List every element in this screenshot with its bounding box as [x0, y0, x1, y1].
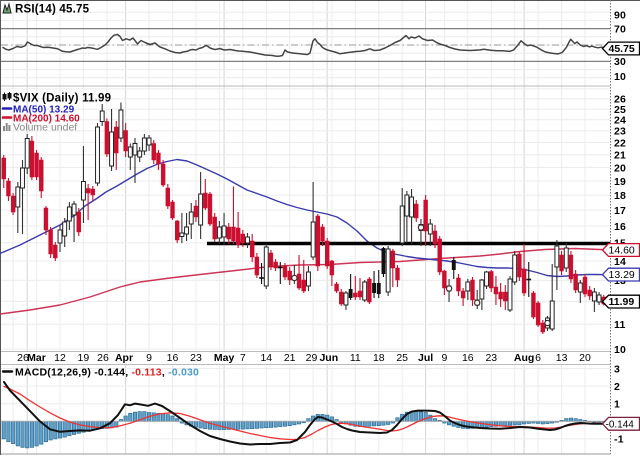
svg-text:12: 12 [54, 352, 66, 364]
svg-text:25: 25 [396, 352, 408, 364]
svg-text:70: 70 [614, 23, 626, 35]
svg-text:May: May [214, 352, 235, 364]
svg-text:10: 10 [614, 71, 626, 83]
svg-text:19: 19 [614, 176, 626, 188]
svg-text:30: 30 [614, 56, 626, 68]
svg-text:6: 6 [535, 352, 541, 364]
svg-text:18: 18 [373, 352, 385, 364]
svg-text:21: 21 [614, 150, 626, 162]
svg-text:-0.144: -0.144 [606, 419, 635, 430]
svg-text:Mar: Mar [27, 352, 46, 364]
svg-text:7: 7 [240, 352, 246, 364]
svg-text:17: 17 [614, 205, 626, 217]
svg-text:RSI(14) 45.75: RSI(14) 45.75 [15, 4, 90, 16]
svg-text:23: 23 [614, 126, 626, 138]
svg-text:11: 11 [614, 319, 626, 331]
svg-text:1: 1 [614, 399, 620, 411]
svg-text:20: 20 [579, 352, 591, 364]
svg-text:-1: -1 [614, 434, 624, 446]
svg-text:9: 9 [441, 352, 447, 364]
svg-text:45.75: 45.75 [609, 43, 635, 55]
svg-text:Jun: Jun [319, 352, 338, 364]
svg-text:14: 14 [614, 256, 626, 268]
svg-text:Jul: Jul [418, 352, 433, 364]
svg-text:13.29: 13.29 [609, 269, 635, 281]
svg-text:29: 29 [306, 352, 318, 364]
svg-text:11.99: 11.99 [609, 296, 635, 308]
svg-text:14: 14 [260, 352, 272, 364]
svg-text:Aug: Aug [514, 352, 534, 364]
svg-text:10: 10 [614, 344, 626, 356]
svg-text:18: 18 [614, 190, 626, 202]
svg-text:90: 90 [614, 10, 626, 22]
svg-text:16: 16 [462, 352, 474, 364]
svg-text:24: 24 [614, 115, 626, 127]
svg-text:21: 21 [284, 352, 296, 364]
svg-text:$VIX (Daily) 11.99: $VIX (Daily) 11.99 [13, 93, 111, 105]
svg-text:23: 23 [485, 352, 497, 364]
svg-text:26: 26 [97, 352, 109, 364]
svg-text:14.60: 14.60 [609, 245, 635, 257]
svg-text:13: 13 [556, 352, 568, 364]
svg-text:23: 23 [190, 352, 202, 364]
svg-text:Apr: Apr [115, 352, 133, 364]
svg-text:Volume undef: Volume undef [13, 122, 77, 134]
svg-text:19: 19 [78, 352, 90, 364]
svg-text:11: 11 [350, 352, 361, 364]
svg-text:20: 20 [614, 162, 626, 174]
svg-text:9: 9 [146, 352, 152, 364]
svg-text:2: 2 [614, 381, 620, 393]
svg-text:22: 22 [614, 137, 626, 149]
svg-text:16: 16 [167, 352, 179, 364]
svg-text:25: 25 [614, 104, 626, 116]
svg-text:26: 26 [614, 94, 626, 106]
svg-text:16: 16 [614, 221, 626, 233]
svg-text:MACD(12,26,9) -0.144, -0.113,: MACD(12,26,9) -0.144, -0.113, -0.030 [15, 367, 199, 379]
svg-text:3: 3 [614, 363, 620, 375]
